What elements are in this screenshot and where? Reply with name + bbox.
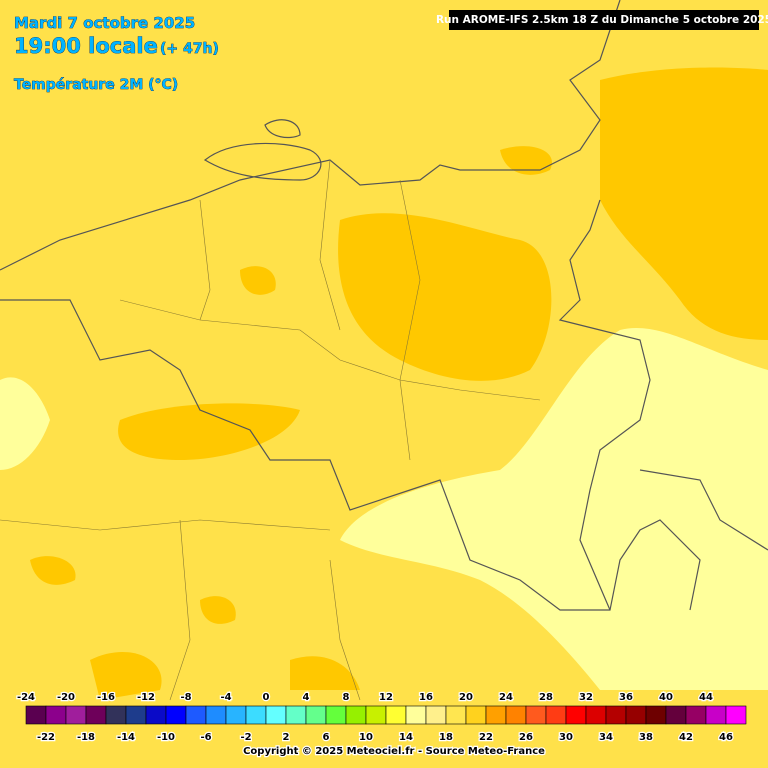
legend-label: 2 (283, 732, 290, 743)
legend-swatch (665, 705, 687, 725)
legend-label: 20 (459, 692, 473, 703)
legend-swatch (205, 705, 227, 725)
cool-areas (0, 328, 768, 690)
legend-label: 32 (579, 692, 593, 703)
legend-swatch (125, 705, 147, 725)
legend-label: 34 (599, 732, 613, 743)
legend-swatch (605, 705, 627, 725)
regions (0, 159, 541, 701)
legend-swatch (165, 705, 187, 725)
legend-label: 12 (379, 692, 393, 703)
legend-label: 24 (499, 692, 513, 703)
legend-swatch (25, 705, 47, 725)
legend-swatch (725, 705, 747, 725)
legend-swatch (445, 705, 467, 725)
legend-swatch (505, 705, 527, 725)
copyright: Copyright © 2025 Meteociel.fr - Source M… (243, 746, 545, 757)
legend-label: 10 (359, 732, 373, 743)
legend-label: 14 (399, 732, 413, 743)
legend-swatch (145, 705, 167, 725)
legend-label: -22 (37, 732, 55, 743)
legend-label: -2 (240, 732, 251, 743)
warm-areas (30, 67, 768, 700)
legend-swatch (225, 705, 247, 725)
legend-label: -10 (157, 732, 175, 743)
legend-label: -12 (137, 692, 155, 703)
legend-label: 44 (699, 692, 713, 703)
legend-label: 22 (479, 732, 493, 743)
legend-label: 16 (419, 692, 433, 703)
legend-label: 28 (539, 692, 553, 703)
legend-label: 40 (659, 692, 673, 703)
legend-swatch (45, 705, 67, 725)
legend: -24-22-20-18-16-14-12-10-8-6-4-202468101… (16, 691, 747, 744)
legend-label: 8 (343, 692, 350, 703)
legend-swatch (85, 705, 107, 725)
legend-swatch (325, 705, 347, 725)
legend-label: 36 (619, 692, 633, 703)
legend-swatch (385, 705, 407, 725)
legend-swatch (645, 705, 667, 725)
legend-swatch (305, 705, 327, 725)
run-banner (449, 10, 759, 30)
legend-label: -4 (220, 692, 231, 703)
legend-swatch (245, 705, 267, 725)
legend-swatch (425, 705, 447, 725)
legend-label: -14 (117, 732, 135, 743)
legend-label: 0 (263, 692, 270, 703)
borders (0, 0, 768, 611)
legend-swatch (545, 705, 567, 725)
legend-swatch (345, 705, 367, 725)
legend-swatch (525, 705, 547, 725)
forecast-date: Mardi 7 octobre 2025 (14, 14, 195, 32)
legend-swatch (285, 705, 307, 725)
legend-label: -24 (17, 692, 35, 703)
legend-label: 30 (559, 732, 573, 743)
legend-label: 4 (303, 692, 310, 703)
legend-label: 26 (519, 732, 533, 743)
legend-swatch (65, 705, 87, 725)
legend-swatch (685, 705, 707, 725)
legend-label: 18 (439, 732, 453, 743)
legend-swatch (185, 705, 207, 725)
legend-label: -16 (97, 692, 115, 703)
legend-swatch (565, 705, 587, 725)
legend-label: 42 (679, 732, 693, 743)
legend-swatch (485, 705, 507, 725)
legend-swatch (105, 705, 127, 725)
legend-swatch (465, 705, 487, 725)
legend-label: 6 (323, 732, 330, 743)
legend-swatch (705, 705, 727, 725)
legend-label: -6 (200, 732, 211, 743)
legend-label: 46 (719, 732, 733, 743)
legend-label: -8 (180, 692, 191, 703)
legend-label: -20 (57, 692, 75, 703)
lead-time: (+ 47h) (160, 41, 219, 57)
legend-swatch (585, 705, 607, 725)
legend-swatch (265, 705, 287, 725)
legend-swatch (625, 705, 647, 725)
legend-label: -18 (77, 732, 95, 743)
parameter: Température 2M (°C) (14, 77, 178, 93)
legend-swatch (405, 705, 427, 725)
run-info: Run AROME-IFS 2.5km 18 Z du Dimanche 5 o… (436, 14, 768, 26)
forecast-time: 19:00 locale (14, 34, 158, 58)
legend-swatch (365, 705, 387, 725)
legend-label: 38 (639, 732, 653, 743)
